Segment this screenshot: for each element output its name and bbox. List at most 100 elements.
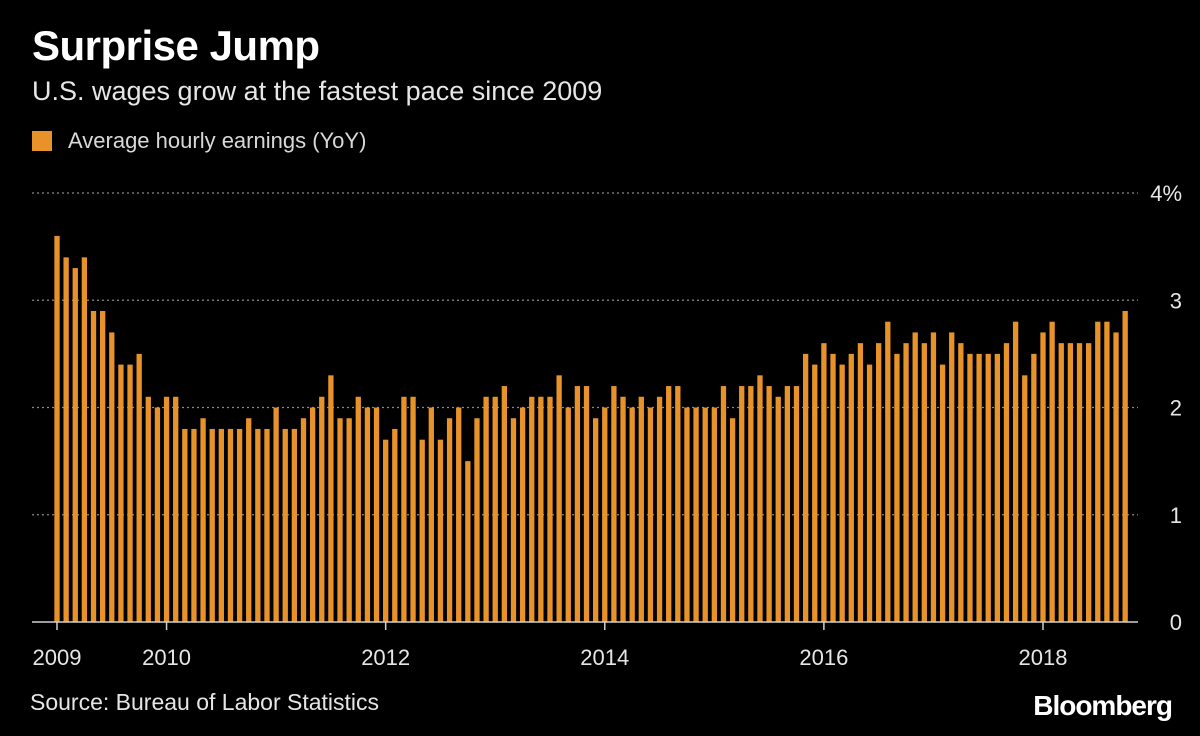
bar [985, 353, 991, 623]
bar [675, 386, 681, 622]
bar [510, 418, 517, 622]
bar [218, 428, 224, 622]
bar [1076, 343, 1083, 622]
chart-subtitle: U.S. wages grow at the fastest pace sinc… [32, 76, 603, 106]
bar [163, 396, 170, 622]
y-tick-label: 2 [1170, 396, 1182, 421]
bar [401, 396, 407, 622]
bar [282, 428, 288, 622]
bar [958, 343, 964, 622]
bar [1095, 321, 1101, 622]
x-tick-label: 2018 [1019, 645, 1068, 670]
bar [273, 407, 279, 622]
bar [118, 364, 124, 622]
bar [373, 407, 380, 622]
bar [793, 386, 800, 622]
bar [300, 418, 307, 622]
bar [748, 386, 754, 622]
bar [812, 364, 818, 622]
x-tick-label: 2012 [361, 645, 410, 670]
bar [766, 386, 772, 622]
bar [1122, 310, 1128, 622]
bar [611, 386, 617, 622]
bar [729, 418, 736, 622]
bar [291, 428, 298, 622]
bar [264, 428, 270, 622]
bar [574, 386, 581, 622]
bar [355, 396, 361, 622]
bar [784, 386, 791, 622]
bar [383, 439, 389, 622]
bar [182, 428, 188, 622]
bar [876, 343, 882, 622]
bar [638, 396, 644, 622]
legend-label: Average hourly earnings (YoY) [68, 128, 367, 153]
source-note: Source: Bureau of Labor Statistics [30, 689, 380, 715]
bar [446, 418, 453, 622]
bar [419, 439, 425, 622]
bar [757, 375, 763, 622]
bar [1058, 343, 1064, 622]
bar [501, 386, 507, 622]
bar [702, 407, 708, 622]
bar [90, 310, 97, 622]
bar [720, 386, 727, 622]
x-tick-label: 2014 [580, 645, 629, 670]
bar [100, 310, 106, 622]
bar [1031, 353, 1037, 623]
bar [63, 257, 69, 622]
bar [255, 428, 261, 622]
y-tick-label: 1 [1170, 503, 1182, 528]
bar [949, 332, 955, 622]
y-tick-label: 0 [1170, 610, 1182, 635]
bar [593, 418, 599, 622]
bar [885, 321, 891, 622]
bar [191, 428, 197, 622]
bar [109, 332, 115, 622]
bar [1086, 343, 1092, 622]
bar [930, 332, 937, 622]
x-tick-label: 2009 [33, 645, 82, 670]
bar [903, 343, 909, 622]
bar [620, 396, 626, 622]
bar [711, 407, 717, 622]
bar [556, 375, 562, 622]
bar [967, 353, 973, 623]
bar [309, 407, 316, 622]
bar [775, 396, 781, 622]
bar [565, 407, 571, 622]
bar [994, 353, 1000, 623]
bar [629, 407, 635, 622]
bloomberg-logo: Bloomberg [1033, 690, 1173, 721]
y-tick-label: 4% [1150, 181, 1182, 206]
bar [547, 396, 553, 622]
bar [154, 407, 161, 622]
bar [802, 353, 809, 623]
bar [456, 407, 462, 622]
x-tick-label: 2016 [799, 645, 848, 670]
bar [474, 418, 480, 622]
bar [1113, 332, 1119, 622]
bar [72, 268, 78, 622]
bar [319, 396, 325, 622]
bar [200, 418, 206, 622]
bar [410, 396, 416, 622]
bar [1067, 343, 1074, 622]
bar [912, 332, 918, 622]
legend: Average hourly earnings (YoY) [32, 128, 366, 154]
bar [666, 386, 672, 622]
bar [684, 407, 690, 622]
bar [976, 353, 982, 623]
legend-swatch [32, 131, 52, 151]
bar [583, 386, 590, 622]
bar [428, 407, 434, 622]
bar [857, 343, 864, 622]
bar [647, 407, 654, 622]
bar [894, 353, 900, 623]
bar [81, 257, 88, 622]
bar [346, 418, 352, 622]
bar [1040, 332, 1046, 622]
bar [602, 407, 608, 622]
bar [127, 364, 133, 622]
